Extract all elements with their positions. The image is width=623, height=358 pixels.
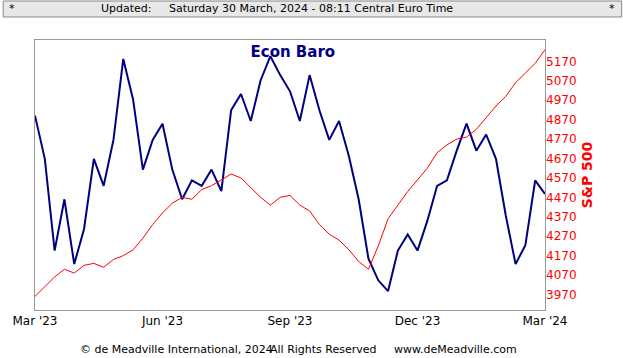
svg-text:4370: 4370 (546, 210, 577, 224)
svg-text:Saturday 30 March, 2024 - 08:1: Saturday 30 March, 2024 - 08:11 Central … (169, 2, 453, 15)
svg-text:*: * (9, 2, 15, 15)
svg-text:Econ Baro: Econ Baro (251, 43, 336, 61)
svg-text:www.deMeadville.com: www.deMeadville.com (394, 343, 517, 356)
svg-text:4070: 4070 (546, 268, 577, 282)
svg-text:Mar '24: Mar '24 (522, 314, 567, 328)
svg-text:5170: 5170 (546, 55, 577, 69)
svg-text:Dec '23: Dec '23 (395, 314, 441, 328)
svg-text:Updated:: Updated: (101, 2, 152, 15)
svg-text:© de Meadville International,: © de Meadville International, 2024 (80, 343, 273, 356)
svg-text:4570: 4570 (546, 171, 577, 185)
svg-text:4870: 4870 (546, 113, 577, 127)
svg-text:All Rights Reserved: All Rights Reserved (270, 343, 377, 356)
svg-text:Sep '23: Sep '23 (268, 314, 313, 328)
svg-text:5070: 5070 (546, 74, 577, 88)
svg-text:4170: 4170 (546, 249, 577, 263)
svg-text:S&P 500: S&P 500 (579, 141, 595, 208)
svg-text:*: * (609, 2, 615, 15)
svg-text:4770: 4770 (546, 132, 577, 146)
svg-text:4270: 4270 (546, 229, 577, 243)
svg-text:4470: 4470 (546, 191, 577, 205)
svg-text:3970: 3970 (546, 288, 577, 302)
svg-text:Jun '23: Jun '23 (141, 314, 183, 328)
svg-text:4670: 4670 (546, 152, 577, 166)
svg-text:Mar '23: Mar '23 (12, 314, 57, 328)
svg-text:4970: 4970 (546, 93, 577, 107)
